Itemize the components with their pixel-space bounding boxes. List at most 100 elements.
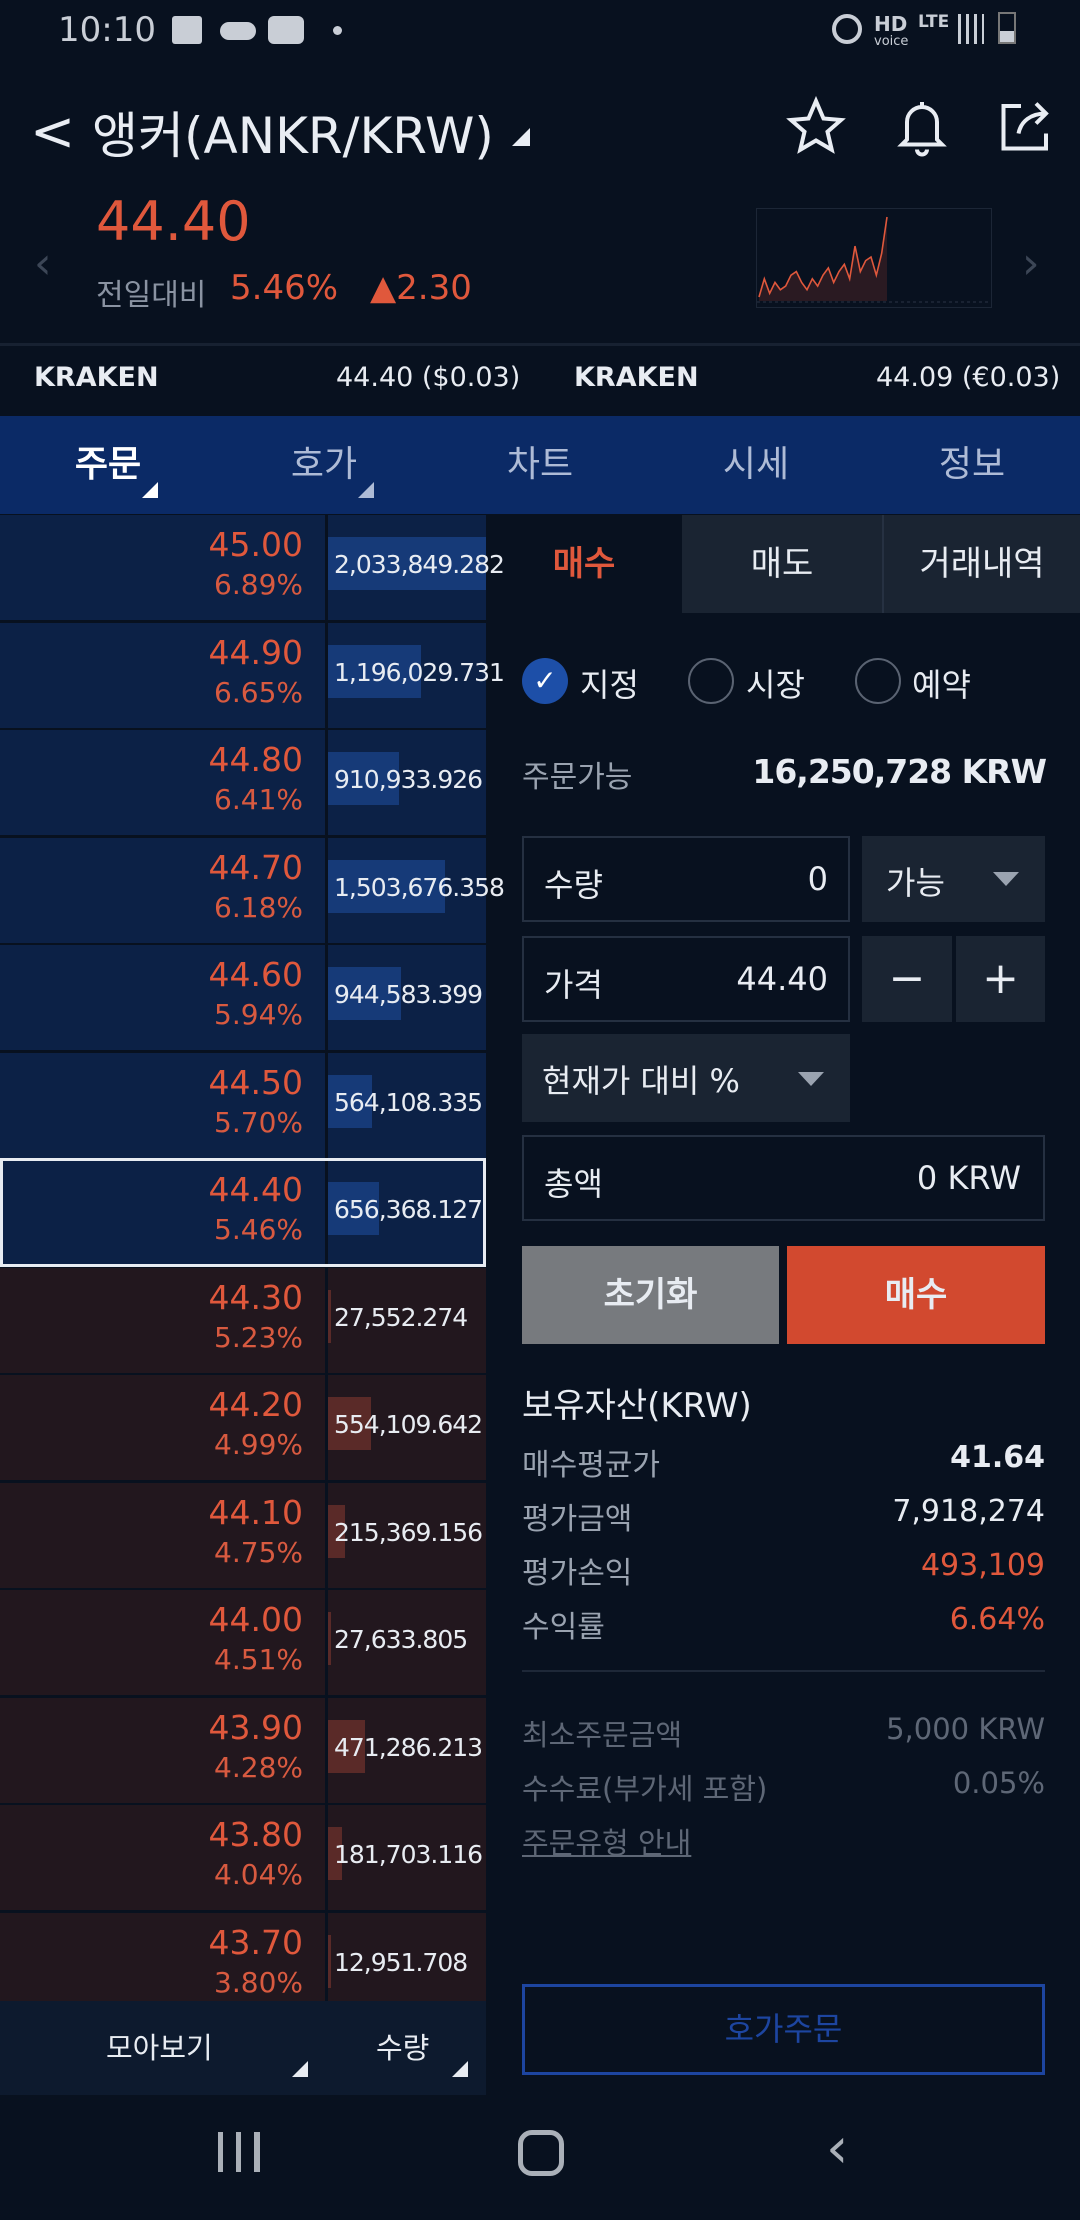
change-pct: 5.46% xyxy=(230,268,339,308)
profit-value: 493,109 xyxy=(920,1548,1045,1583)
sparkline-chart[interactable] xyxy=(756,208,992,308)
price-minus-button[interactable]: − xyxy=(862,936,952,1022)
title-dropdown-icon[interactable] xyxy=(512,128,530,146)
back-button[interactable]: < xyxy=(30,100,76,163)
recent-apps-button[interactable] xyxy=(218,2132,260,2172)
battery-icon xyxy=(998,12,1016,44)
price-cell[interactable]: 43.70 3.80% xyxy=(0,1912,325,2018)
price-cell[interactable]: 44.10 4.75% xyxy=(0,1482,325,1588)
field-value: 0 xyxy=(807,860,828,898)
tab-order[interactable]: 주문 xyxy=(0,416,216,514)
qty-cell[interactable]: 1,503,676.358 xyxy=(328,837,505,943)
qty-bar xyxy=(328,1182,379,1235)
info-label: 수수료(부가세 포함) xyxy=(522,1772,768,1806)
price: 44.60 xyxy=(208,955,303,994)
qty-cell[interactable]: 471,286.213 xyxy=(328,1697,486,1803)
avg-price-value: 41.64 xyxy=(950,1440,1045,1475)
radio-label: 예약 xyxy=(912,666,971,704)
bid-row[interactable]: 44.10 4.75% 215,369.156 xyxy=(0,1482,486,1588)
bid-row[interactable]: 43.90 4.28% 471,286.213 xyxy=(0,1697,486,1803)
ask-row[interactable]: 44.80 6.41% 910,933.926 xyxy=(0,730,486,835)
radio-reserve[interactable] xyxy=(855,658,901,704)
ask-row[interactable]: 45.00 6.89% 2,033,849.282 xyxy=(0,515,505,620)
ask-row[interactable]: 44.50 5.70% 564,108.335 xyxy=(0,1052,486,1158)
book-order-button[interactable]: 호가주문 xyxy=(522,1984,1045,2075)
price-cell[interactable]: 44.90 6.65% xyxy=(0,622,325,728)
qty-bar xyxy=(328,644,421,698)
qty-cell[interactable]: 2,033,849.282 xyxy=(328,515,505,620)
tab-buy[interactable]: 매수 xyxy=(552,544,616,584)
back-nav-button[interactable]: ‹ xyxy=(826,2116,849,2181)
qty-cell[interactable]: 564,108.335 xyxy=(328,1052,486,1158)
qty-mode-select[interactable]: 가능 xyxy=(862,836,1045,922)
signal-icon xyxy=(958,14,984,44)
next-coin-button[interactable]: › xyxy=(1022,238,1040,289)
radio-market[interactable] xyxy=(688,658,734,704)
price-cell[interactable]: 44.40 5.46% xyxy=(0,1160,325,1265)
price-cell[interactable]: 44.50 5.70% xyxy=(0,1052,325,1158)
exchange-name: KRAKEN xyxy=(574,362,699,393)
bid-row[interactable]: 44.30 5.23% 27,552.274 xyxy=(0,1267,486,1373)
sparkline-area xyxy=(759,217,887,301)
ask-row[interactable]: 44.40 5.46% 656,368.127 xyxy=(0,1158,486,1267)
price-pct-select[interactable]: 현재가 대비 % xyxy=(522,1034,850,1122)
page-title[interactable]: 앵커(ANKR/KRW) xyxy=(92,107,494,165)
bid-row[interactable]: 43.80 4.04% 181,703.116 xyxy=(0,1805,486,1910)
qty-cell[interactable]: 910,933.926 xyxy=(328,730,486,835)
bell-icon[interactable] xyxy=(892,96,952,158)
qty-cell[interactable]: 554,109.642 xyxy=(328,1375,486,1480)
qty-cell[interactable]: 27,633.805 xyxy=(328,1590,486,1695)
tab-orderbook[interactable]: 호가 xyxy=(216,416,432,514)
ask-row[interactable]: 44.90 6.65% 1,196,029.731 xyxy=(0,622,505,728)
status-bar: 10:10 HD voice LTE xyxy=(0,0,1080,62)
tab-history[interactable]: 거래내역 xyxy=(882,515,1080,613)
chevron-down-icon xyxy=(798,1072,824,1086)
qty: 181,703.116 xyxy=(334,1840,483,1869)
share-icon[interactable] xyxy=(996,96,1056,156)
price-cell[interactable]: 45.00 6.89% xyxy=(0,515,325,620)
price-cell[interactable]: 43.90 4.28% xyxy=(0,1697,325,1803)
qty-cell[interactable]: 181,703.116 xyxy=(328,1805,486,1910)
radio-limit[interactable]: ✓ xyxy=(522,658,568,704)
ask-row[interactable]: 44.70 6.18% 1,503,676.358 xyxy=(0,837,505,943)
quantity-input[interactable]: 수량 0 xyxy=(522,836,850,922)
price-plus-button[interactable]: + xyxy=(956,936,1045,1022)
order-type-guide-link[interactable]: 주문유형 안내 xyxy=(522,1826,692,1860)
qty-cell[interactable]: 1,196,029.731 xyxy=(328,622,505,728)
price-cell[interactable]: 44.70 6.18% xyxy=(0,837,325,943)
available-label: 주문가능 xyxy=(522,760,633,795)
tab-market[interactable]: 시세 xyxy=(648,416,864,514)
price-cell[interactable]: 44.80 6.41% xyxy=(0,730,325,835)
qty: 564,108.335 xyxy=(334,1087,483,1117)
price-cell[interactable]: 43.80 4.04% xyxy=(0,1805,325,1910)
qty-bar xyxy=(328,1289,331,1343)
star-icon[interactable] xyxy=(786,96,846,156)
qty-cell[interactable]: 656,368.127 xyxy=(328,1160,486,1265)
price-cell[interactable]: 44.60 5.94% xyxy=(0,945,325,1050)
qty-view-select[interactable]: 수량 xyxy=(376,2031,430,2065)
qty-cell[interactable]: 27,552.274 xyxy=(328,1267,486,1373)
bid-row[interactable]: 44.20 4.99% 554,109.642 xyxy=(0,1375,486,1480)
prev-coin-button[interactable]: ‹ xyxy=(34,238,52,289)
total-input[interactable]: 총액 0 KRW xyxy=(522,1135,1045,1221)
group-view-select[interactable]: 모아보기 xyxy=(106,2031,213,2065)
price-cell[interactable]: 44.20 4.99% xyxy=(0,1375,325,1480)
buy-button[interactable]: 매수 xyxy=(787,1246,1045,1344)
field-label: 총액 xyxy=(544,1165,603,1203)
change-pct: 4.75% xyxy=(214,1535,303,1569)
tab-info[interactable]: 정보 xyxy=(864,416,1080,514)
tab-sell[interactable]: 매도 xyxy=(682,515,882,613)
tab-chart[interactable]: 차트 xyxy=(432,416,648,514)
change-pct: 3.80% xyxy=(214,1965,303,1999)
qty-cell[interactable]: 12,951.708 xyxy=(328,1912,486,2018)
home-button[interactable] xyxy=(518,2130,564,2176)
reset-button[interactable]: 초기화 xyxy=(522,1246,779,1344)
bid-row[interactable]: 44.00 4.51% 27,633.805 xyxy=(0,1590,486,1695)
bid-row[interactable]: 43.70 3.80% 12,951.708 xyxy=(0,1912,486,2018)
ask-row[interactable]: 44.60 5.94% 944,583.399 xyxy=(0,945,486,1050)
qty-cell[interactable]: 944,583.399 xyxy=(328,945,486,1050)
price-input[interactable]: 가격 44.40 xyxy=(522,936,850,1022)
price-cell[interactable]: 44.30 5.23% xyxy=(0,1267,325,1373)
qty-cell[interactable]: 215,369.156 xyxy=(328,1482,486,1588)
price-cell[interactable]: 44.00 4.51% xyxy=(0,1590,325,1695)
